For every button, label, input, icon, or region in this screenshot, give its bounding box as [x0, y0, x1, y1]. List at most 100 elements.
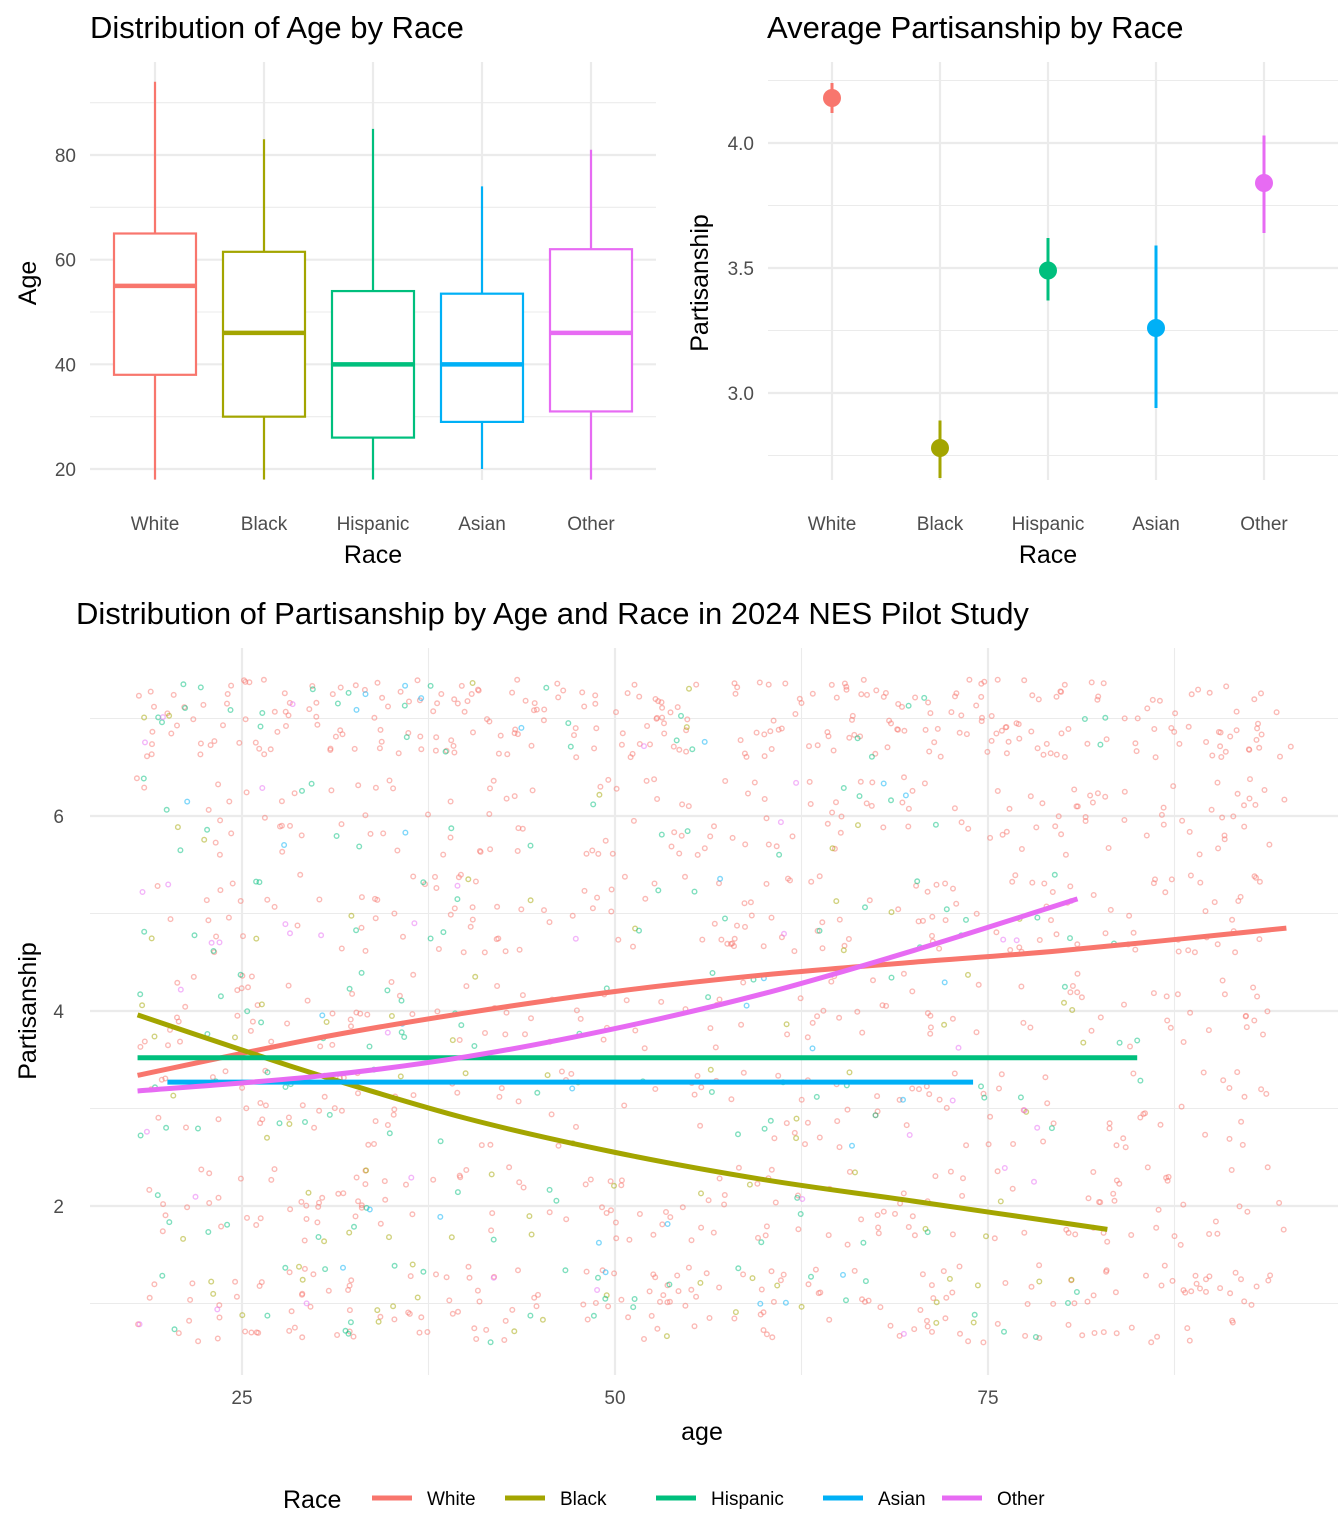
- data-point-white: [1120, 1135, 1127, 1142]
- data-point-white: [909, 787, 916, 794]
- data-point-white: [407, 1273, 414, 1280]
- data-point-white: [1202, 1276, 1209, 1283]
- data-point-white: [1223, 683, 1230, 690]
- data-point-white: [390, 785, 397, 792]
- data-point-white: [1121, 817, 1128, 824]
- data-point-white: [372, 915, 379, 922]
- data-point-hispanic: [177, 847, 184, 854]
- data-point-hispanic: [636, 927, 643, 934]
- data-point-white: [1106, 1125, 1113, 1132]
- data-point-white: [679, 1204, 686, 1211]
- data-point-white: [189, 1280, 196, 1287]
- data-point-white: [378, 738, 385, 745]
- data-point-white: [349, 990, 356, 997]
- data-point-white: [474, 1287, 481, 1294]
- data-point-white: [873, 687, 880, 694]
- data-point-white: [1176, 740, 1183, 747]
- data-point-white: [355, 1090, 362, 1097]
- data-point-asian: [184, 798, 191, 805]
- data-point-black: [544, 1072, 551, 1079]
- data-point-hispanic: [259, 710, 266, 717]
- data-point-white: [674, 704, 681, 711]
- data-point-white: [573, 754, 580, 761]
- data-point-hispanic: [282, 1264, 289, 1271]
- data-point-white: [1219, 814, 1226, 821]
- data-point-black: [965, 971, 972, 978]
- data-point-white: [966, 676, 973, 683]
- data-point-white: [1234, 790, 1241, 797]
- data-point-white: [448, 737, 455, 744]
- scatter-grid: [90, 648, 1338, 1375]
- data-point-white: [1140, 1110, 1147, 1117]
- data-point-white: [329, 1010, 336, 1017]
- pointrange-asian: [1147, 245, 1165, 408]
- data-point-white: [519, 825, 526, 832]
- pointrange-y-ticks: 3.0 3.5 4.0: [728, 134, 754, 405]
- data-point-white: [434, 700, 441, 707]
- data-point-white: [1258, 1086, 1265, 1093]
- data-point-white: [321, 1093, 328, 1100]
- data-point-white: [207, 742, 214, 749]
- data-point-other: [216, 939, 223, 946]
- data-point-white: [1009, 1185, 1016, 1192]
- data-point-black: [296, 1263, 303, 1270]
- data-point-white: [1241, 1298, 1248, 1305]
- data-point-white: [1221, 991, 1228, 998]
- data-point-white: [593, 725, 600, 732]
- data-point-white: [875, 1230, 882, 1237]
- data-point-white: [416, 1329, 423, 1336]
- data-point-white: [735, 1164, 742, 1171]
- y-tick-label: 80: [55, 146, 76, 167]
- legend-item-hispanic: Hispanic: [656, 1489, 784, 1510]
- data-point-black: [166, 712, 173, 719]
- data-point-white: [765, 841, 772, 848]
- data-point-white: [887, 1322, 894, 1329]
- data-point-white: [447, 911, 454, 918]
- data-point-white: [418, 746, 425, 753]
- data-point-white: [660, 1292, 667, 1299]
- data-point-white: [1241, 823, 1248, 830]
- data-point-white: [676, 850, 683, 857]
- data-point-black: [997, 1198, 1004, 1205]
- data-point-white: [740, 1069, 747, 1076]
- data-point-hispanic: [210, 948, 217, 955]
- data-point-white: [651, 776, 658, 783]
- data-point-white: [581, 887, 588, 894]
- data-point-white: [1121, 788, 1128, 795]
- data-point-white: [846, 734, 853, 741]
- data-point-white: [451, 905, 458, 912]
- data-point-white: [675, 1288, 682, 1295]
- data-point-white: [1170, 783, 1177, 790]
- data-point-white: [688, 1237, 695, 1244]
- data-point-white: [395, 750, 402, 757]
- data-point-white: [587, 1176, 594, 1183]
- data-point-white: [159, 1228, 166, 1235]
- data-point-white: [151, 1281, 158, 1288]
- data-point-white: [627, 754, 634, 761]
- data-point-white: [631, 681, 638, 688]
- data-point-white: [454, 1089, 461, 1096]
- data-point-asian: [402, 829, 409, 836]
- data-point-white: [285, 712, 292, 719]
- data-point-white: [1052, 823, 1059, 830]
- data-point-white: [854, 1008, 861, 1015]
- data-point-white: [716, 1284, 723, 1291]
- data-point-white: [352, 682, 359, 689]
- data-point-white: [215, 1194, 222, 1201]
- data-point-white: [299, 1102, 306, 1109]
- data-point-white: [304, 997, 311, 1004]
- data-point-white: [623, 997, 630, 1004]
- data-point-white: [1029, 692, 1036, 699]
- data-point-white: [1221, 832, 1228, 839]
- data-point-white: [496, 1093, 503, 1100]
- data-point-other: [793, 779, 800, 786]
- data-point-white: [340, 1190, 347, 1197]
- data-point-white: [942, 917, 949, 924]
- data-point-white: [734, 684, 741, 691]
- data-point-black: [346, 1229, 353, 1236]
- data-point-white: [228, 682, 235, 689]
- data-point-white: [458, 682, 465, 689]
- data-point-white: [558, 1068, 565, 1075]
- data-point-white: [487, 785, 494, 792]
- legend-item-other: Other: [942, 1489, 1045, 1510]
